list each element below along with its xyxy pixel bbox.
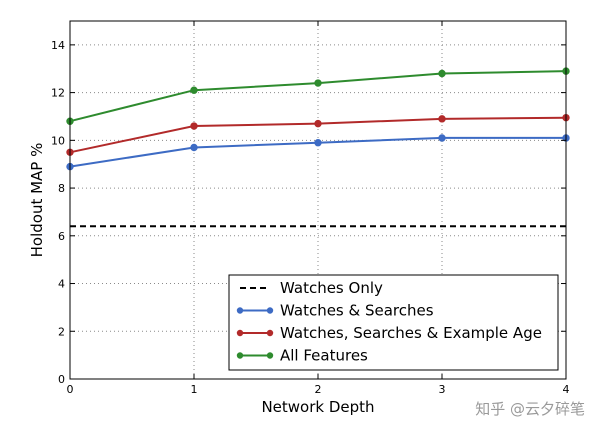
legend-item: Watches Only [240,279,383,297]
legend-box [228,274,559,371]
legend-item: Watches & Searches [236,302,434,320]
x-tick-label: 2 [315,383,322,396]
legend-label: Watches, Searches & Example Age [280,324,542,342]
data-point-watches-searches-example-age [190,122,198,130]
data-point-all-features [314,79,322,87]
legend-items: Watches Only Watches & Searches Watches, S… [236,279,542,365]
legend-marker [266,329,274,337]
x-tick-label: 4 [563,383,570,396]
legend-item: Watches, Searches & Example Age [236,324,542,342]
data-point-watches-searches [190,143,198,152]
y-tick-label: 12 [51,87,65,100]
y-tick-label: 4 [58,278,65,291]
x-axis-label: Network Depth [261,398,374,416]
legend: Watches Only Watches & Searches Watches, S… [228,274,559,371]
watermark: 知乎 @云夕碎笔 [475,400,585,418]
legend-label: All Features [280,347,368,365]
legend-item: All Features [236,347,368,365]
legend-marker [236,329,244,337]
y-tick-label: 8 [58,182,65,195]
x-tick-label: 0 [67,383,74,396]
legend-marker [266,307,274,314]
legend-marker [236,352,244,359]
x-tick-label: 1 [191,383,198,396]
data-point-watches-searches [314,139,322,147]
legend-marker [236,307,244,314]
data-point-all-features [190,86,198,94]
series-layer [66,67,570,171]
legend-label: Watches & Searches [280,302,434,320]
y-tick-label: 14 [51,39,65,52]
y-tick-label: 0 [58,373,65,386]
y-tick-label: 6 [58,230,65,243]
legend-marker [266,352,274,359]
y-tick-label: 10 [51,134,65,147]
y-tick-label: 2 [58,325,65,338]
y-axis-label: Holdout MAP % [28,143,46,258]
data-point-watches-searches [438,134,446,142]
legend-label: Watches Only [280,279,383,297]
data-point-watches-searches-example-age [314,119,322,128]
data-point-all-features [438,69,446,78]
x-tick-label: 3 [439,383,446,396]
data-point-watches-searches-example-age [438,115,446,123]
